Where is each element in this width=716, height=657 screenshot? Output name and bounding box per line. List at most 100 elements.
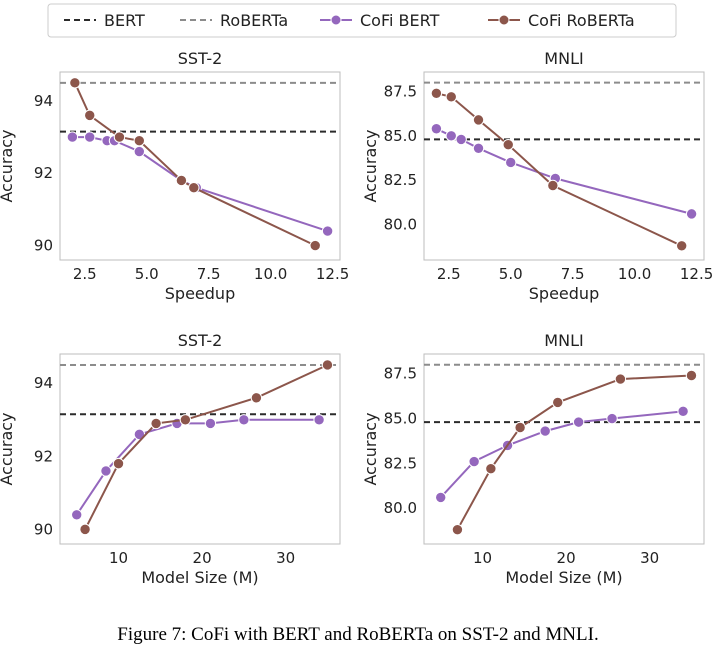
y-axis-label: Accuracy xyxy=(0,412,16,485)
x-axis-label: Speedup xyxy=(165,284,235,303)
data-point xyxy=(445,91,457,103)
y-tick-label: 80.0 xyxy=(384,216,417,234)
x-tick-label: 30 xyxy=(276,549,295,567)
data-point xyxy=(188,181,200,194)
y-tick-label: 87.5 xyxy=(384,83,417,101)
panels: SST-2 2.5 5.0 7.5 10.0 12.5 90 92 94 Speedup Accur… xyxy=(0,49,713,587)
y-axis-label: Accuracy xyxy=(361,412,380,485)
data-point xyxy=(133,145,145,158)
figure-caption: Figure 7: CoFi with BERT and RoBERTa on … xyxy=(117,624,599,645)
data-point xyxy=(69,77,81,89)
legend-item-cofi-roberta: CoFi RoBERTa xyxy=(488,11,635,30)
y-tick-label: 82.5 xyxy=(384,171,417,189)
y-axis-label: Accuracy xyxy=(361,129,380,202)
series-cofi-roberta xyxy=(451,369,698,536)
data-point xyxy=(606,412,618,425)
panel-title: SST-2 xyxy=(178,331,223,350)
data-point xyxy=(472,142,485,154)
data-point xyxy=(113,131,126,143)
legend-frame xyxy=(47,3,677,38)
y-tick-label: 92 xyxy=(34,164,53,182)
x-tick-label: 5.0 xyxy=(499,265,523,283)
panel-title: MNLI xyxy=(544,331,583,350)
series-cofi-roberta xyxy=(79,359,334,536)
y-tick-label: 94 xyxy=(34,92,53,110)
x-tick-label: 10 xyxy=(109,549,128,567)
panel-4-mnli: MNLI 10 20 30 80.0 82.5 85.0 87.5 Model Size (M)… xyxy=(361,331,705,587)
data-point xyxy=(71,509,83,521)
data-point xyxy=(514,421,526,434)
data-point xyxy=(455,133,467,146)
plot-area xyxy=(59,353,341,545)
series-cofi-bert xyxy=(435,405,689,504)
data-point xyxy=(505,156,517,169)
data-point xyxy=(468,455,480,468)
y-tick-label: 85.0 xyxy=(384,410,417,428)
data-point xyxy=(552,396,564,409)
legend-marker xyxy=(498,14,510,26)
figure-canvas: BERT RoBERTa CoFi BERT CoFi RoBERTa SST-2 2.… xyxy=(0,3,713,587)
data-point xyxy=(502,139,514,151)
data-point xyxy=(321,225,334,237)
legend: BERT RoBERTa CoFi BERT CoFi RoBERTa xyxy=(47,3,677,38)
legend-marker xyxy=(330,14,342,26)
x-tick-label: 2.5 xyxy=(73,265,97,283)
x-tick-label: 20 xyxy=(557,549,576,567)
x-tick-label: 7.5 xyxy=(561,265,585,283)
data-point xyxy=(677,405,689,418)
data-point xyxy=(547,179,559,192)
plot-area xyxy=(423,353,705,545)
data-point xyxy=(321,359,334,371)
x-tick-label: 20 xyxy=(193,549,212,567)
y-tick-label: 92 xyxy=(34,447,53,465)
panel-title: MNLI xyxy=(544,49,583,68)
y-tick-label: 94 xyxy=(34,374,53,392)
data-point xyxy=(485,463,497,475)
panel-2-mnli: MNLI 2.5 5.0 7.5 10.0 12.5 80.0 82.5 85.0 87.5 Spe… xyxy=(361,49,713,303)
data-point xyxy=(66,131,79,143)
data-point xyxy=(112,457,125,470)
y-axis-label: Accuracy xyxy=(0,129,16,202)
x-tick-label: 12.5 xyxy=(316,265,349,283)
data-point xyxy=(133,134,145,147)
data-point xyxy=(445,130,457,142)
series-cofi-roberta xyxy=(69,77,321,252)
x-axis-label: Model Size (M) xyxy=(141,568,258,587)
data-point xyxy=(79,523,91,536)
x-tick-label: 5.0 xyxy=(135,265,159,283)
x-axis-label: Speedup xyxy=(529,284,599,303)
data-point xyxy=(250,392,263,404)
y-tick-label: 82.5 xyxy=(384,454,417,472)
data-point xyxy=(614,373,627,385)
data-point xyxy=(435,491,447,504)
panel-3-sst-2: SST-2 10 20 30 90 92 94 Model Size (M) Accuracy xyxy=(0,331,341,587)
x-tick-label: 10.0 xyxy=(254,265,287,283)
legend-item-roberta: RoBERTa xyxy=(180,11,288,30)
data-point xyxy=(309,239,321,252)
series-line xyxy=(84,364,328,530)
data-point xyxy=(84,131,96,143)
legend-label: RoBERTa xyxy=(220,11,288,30)
data-point xyxy=(313,414,325,426)
legend-label: BERT xyxy=(104,11,145,30)
x-tick-label: 2.5 xyxy=(437,265,461,283)
legend-item-bert: BERT xyxy=(64,11,145,30)
legend-item-cofi-bert: CoFi BERT xyxy=(320,11,440,30)
y-tick-label: 80.0 xyxy=(384,499,417,517)
x-tick-label: 10 xyxy=(473,549,492,567)
data-point xyxy=(685,369,698,382)
data-point xyxy=(150,417,162,430)
y-tick-label: 90 xyxy=(34,520,53,538)
data-point xyxy=(451,523,464,536)
y-tick-label: 85.0 xyxy=(384,127,417,145)
plot-area xyxy=(423,71,705,261)
data-point xyxy=(179,414,192,426)
data-point xyxy=(685,208,698,220)
x-axis-label: Model Size (M) xyxy=(505,568,622,587)
x-tick-label: 12.5 xyxy=(680,265,713,283)
data-point xyxy=(430,123,443,135)
series-cofi-roberta xyxy=(430,87,688,252)
y-tick-label: 87.5 xyxy=(384,365,417,383)
data-point xyxy=(175,174,188,187)
x-tick-label: 30 xyxy=(640,549,659,567)
